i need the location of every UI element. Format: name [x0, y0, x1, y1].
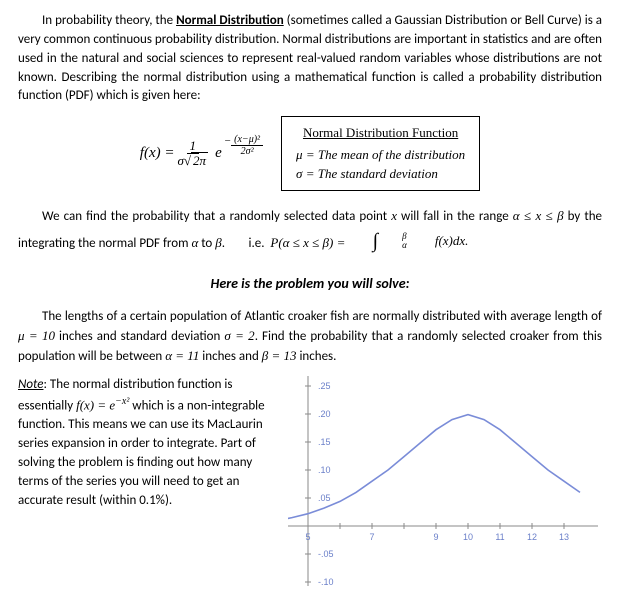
pdf-formula: f(x) = 1 σ2π e − (x−μ)² 2σ² — [140, 139, 263, 169]
svg-text:.05: .05 — [318, 493, 331, 503]
svg-text:12: 12 — [527, 532, 537, 542]
sqrt-symbol — [184, 153, 191, 168]
svg-text:.10: .10 — [318, 465, 331, 475]
legend-mu: μ = The mean of the distribution — [296, 145, 465, 165]
svg-text:-.10: -.10 — [318, 577, 334, 586]
frac1-den: σ2π — [174, 154, 211, 168]
para2: We can find the probability that a rando… — [18, 207, 602, 256]
frac-exp: (x−μ)² 2σ² — [231, 134, 263, 157]
legend-sigma: σ = The standard deviation — [296, 164, 465, 184]
svg-text:7: 7 — [369, 532, 374, 542]
svg-text:11: 11 — [495, 532, 504, 542]
note-label: Note — [18, 377, 43, 392]
intro-text-a: In probability theory, the — [42, 13, 176, 28]
legend-box: Normal Distribution Function μ = The mea… — [281, 116, 480, 191]
problem-paragraph: The lengths of a certain population of A… — [18, 308, 602, 367]
exp-neg: − — [224, 134, 231, 150]
integral: ∫βα f(x)dx. — [349, 227, 469, 256]
frac-coeff: 1 σ2π — [174, 139, 211, 169]
normal-curve-chart: 5 7 9 10 11 12 13 -.10 -.05 .05 .10 .15 .20 .25 — [288, 376, 598, 586]
svg-text:.25: .25 — [318, 381, 331, 391]
intro-paragraph: In probability theory, the Normal Distri… — [18, 12, 602, 106]
formula-lhs: f(x) = — [140, 143, 175, 165]
chart-column: 5 7 9 10 11 12 13 -.10 -.05 .05 .10 .15 .20 .25 — [288, 376, 602, 586]
formula-row: f(x) = 1 σ2π e − (x−μ)² 2σ² Normal Distr… — [18, 116, 602, 191]
svg-text:10: 10 — [463, 532, 473, 542]
intro-bold-term: Normal Distribution — [176, 13, 284, 28]
note-paragraph: Note: The normal distribution function i… — [18, 376, 278, 510]
formula-e: e — [215, 143, 222, 165]
prob-lhs: P(α ≤ x ≤ β) = — [270, 235, 348, 250]
svg-text:5: 5 — [305, 532, 310, 542]
note-and-chart: Note: The normal distribution function i… — [18, 376, 602, 586]
exp-den: 2σ² — [238, 146, 257, 157]
svg-text:.20: .20 — [318, 409, 331, 419]
svg-text:13: 13 — [559, 532, 569, 542]
svg-text:.15: .15 — [318, 437, 331, 447]
section-heading: Here is the problem you will solve: — [18, 274, 602, 294]
note-column: Note: The normal distribution function i… — [18, 376, 278, 520]
legend-title: Normal Distribution Function — [296, 123, 465, 143]
svg-text:9: 9 — [433, 532, 438, 542]
svg-text:-.05: -.05 — [318, 549, 334, 559]
exp-num: (x−μ)² — [231, 134, 263, 146]
